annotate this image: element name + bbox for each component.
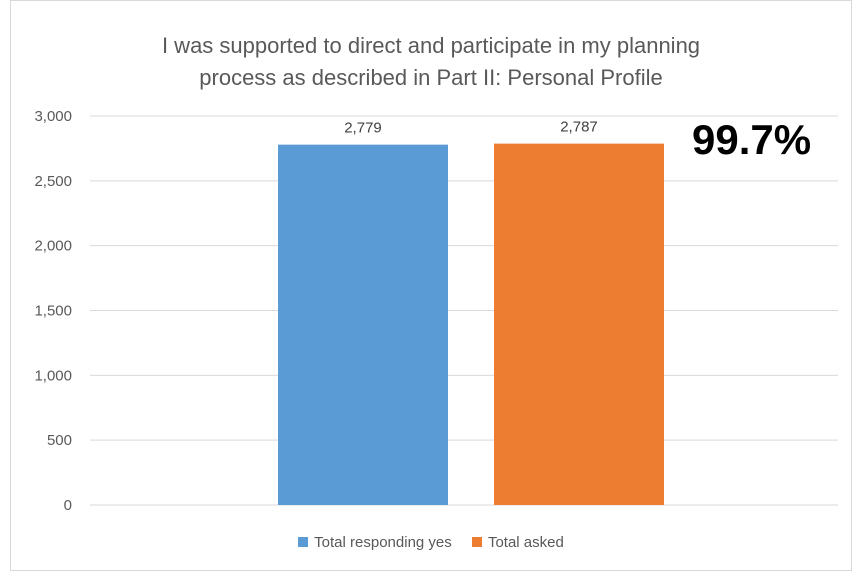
chart-title: I was supported to direct and participat… xyxy=(10,30,852,94)
chart-legend: Total responding yes Total asked xyxy=(0,534,862,551)
y-tick-label: 3,000 xyxy=(34,108,72,125)
chart-title-line-1: I was supported to direct and participat… xyxy=(161,33,701,58)
legend-label-asked: Total asked xyxy=(487,534,564,551)
legend-label-yes: Total responding yes xyxy=(314,534,452,551)
y-tick-label: 1,500 xyxy=(34,303,72,320)
legend-swatch-asked xyxy=(471,537,482,547)
bar-total-asked xyxy=(494,143,664,505)
y-tick-label: 1,000 xyxy=(34,367,72,384)
y-tick-label: 2,000 xyxy=(34,238,72,255)
y-tick-label: 0 xyxy=(64,497,72,514)
legend-item-asked: Total asked xyxy=(471,534,564,551)
bar-total-responding-yes xyxy=(278,144,448,506)
chart-title-line-2: process as described in Part II: Persona… xyxy=(199,65,663,90)
y-tick-label: 500 xyxy=(47,432,72,449)
bar-data-label: 2,787 xyxy=(560,119,598,136)
percentage-annotation: 99.7% xyxy=(692,116,812,163)
legend-swatch-yes xyxy=(298,537,309,547)
y-tick-label: 2,500 xyxy=(34,173,72,190)
legend-item-yes: Total responding yes xyxy=(298,534,452,551)
bar-data-label: 2,779 xyxy=(344,120,382,137)
